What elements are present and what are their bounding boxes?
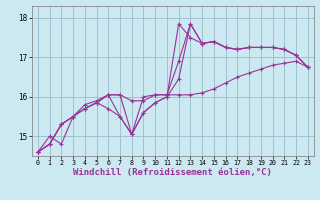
X-axis label: Windchill (Refroidissement éolien,°C): Windchill (Refroidissement éolien,°C) — [73, 168, 272, 177]
